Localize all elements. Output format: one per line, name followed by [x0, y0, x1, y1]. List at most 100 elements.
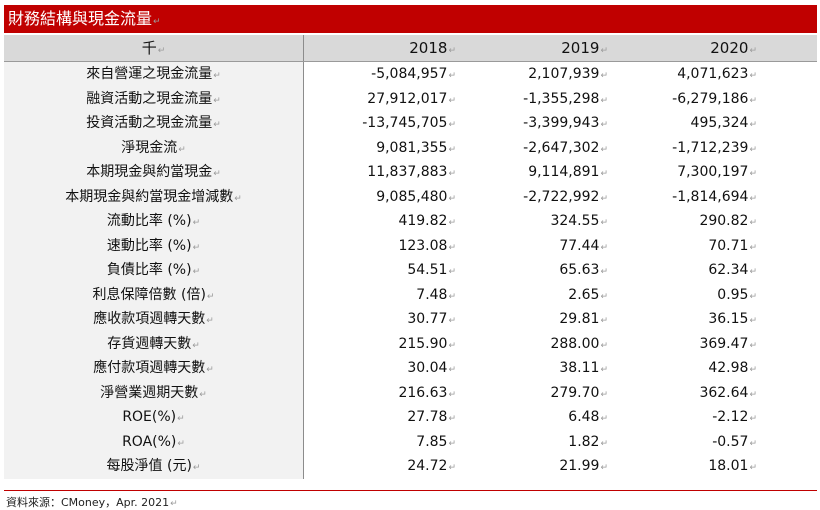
paragraph-mark-icon: ↵ [749, 95, 757, 106]
row-label: 淨現金流↵ [4, 135, 304, 160]
paragraph-mark-icon: ↵ [177, 438, 185, 449]
value-2019: -3,399,943↵ [523, 115, 608, 131]
value-2019: 324.55↵ [550, 213, 608, 229]
value-2018: 7.85↵ [416, 433, 456, 450]
paragraph-mark-icon: ↵ [448, 291, 456, 302]
value-2018: -5,084,957↵ [371, 66, 456, 82]
paragraph-mark-icon: ↵ [749, 463, 757, 473]
source-note: 資料來源：CMoney，Apr. 2021↵ [6, 496, 178, 509]
value-2020: 4,071,623↵ [677, 66, 757, 82]
paragraph-mark-icon: ↵ [192, 218, 201, 228]
value-2020: 70.71↵ [708, 237, 757, 254]
row-label: ROE(%)↵ [4, 405, 304, 430]
header-2018: 2018↵ [409, 39, 456, 57]
paragraph-mark-icon: ↵ [600, 71, 608, 81]
paragraph-mark-icon: ↵ [749, 267, 757, 277]
paragraph-mark-icon: ↵ [749, 193, 757, 204]
paragraph-mark-icon: ↵ [157, 46, 166, 56]
paragraph-mark-icon: ↵ [213, 120, 221, 130]
paragraph-mark-icon: ↵ [448, 316, 456, 326]
value-2018: 7.48↵ [416, 286, 456, 303]
value-2019: 21.99↵ [559, 458, 608, 474]
row-label: 應付款項週轉天數↵ [4, 356, 304, 381]
table-row: 融資活動之現金流量↵ 27,912,017↵ -1,355,298↵ -6,279,1… [4, 86, 817, 111]
paragraph-mark-icon: ↵ [192, 340, 200, 351]
value-2018: 9,081,355↵ [376, 139, 456, 156]
row-label: 利息保障倍數 (倍)↵ [4, 282, 304, 307]
paragraph-mark-icon: ↵ [448, 46, 456, 56]
paragraph-mark-icon: ↵ [749, 169, 757, 179]
paragraph-mark-icon: ↵ [192, 242, 201, 253]
paragraph-mark-icon: ↵ [192, 267, 201, 277]
value-2020: 0.95↵ [717, 286, 757, 303]
paragraph-mark-icon: ↵ [153, 17, 161, 27]
value-2019: 29.81↵ [559, 311, 608, 327]
paragraph-mark-icon: ↵ [600, 193, 608, 204]
row-label: 負債比率 (%)↵ [4, 258, 304, 283]
paragraph-mark-icon: ↵ [448, 169, 456, 179]
header-2020: 2020↵ [710, 39, 757, 57]
paragraph-mark-icon: ↵ [600, 438, 608, 449]
table-row: 本期現金與約當現金增減數↵ 9,085,480↵ -2,722,992↵ -1,814… [4, 184, 817, 209]
value-2019: 279.70↵ [550, 384, 608, 401]
table-row: 應付款項週轉天數↵ 30.04↵ 38.11↵ 42.98↵ [4, 356, 817, 381]
row-label: 本期現金與約當現金↵ [4, 160, 304, 185]
row-label: 速動比率 (%)↵ [4, 233, 304, 258]
value-2018: 27,912,017↵ [367, 90, 456, 107]
paragraph-mark-icon: ↵ [448, 95, 456, 106]
row-label: 每股淨值 (元)↵ [4, 454, 304, 479]
header-2019: 2019↵ [561, 39, 608, 57]
row-label: 投資活動之現金流量↵ [4, 111, 304, 136]
paragraph-mark-icon: ↵ [448, 242, 456, 253]
value-2019: 6.48↵ [568, 409, 608, 425]
table-row: 利息保障倍數 (倍)↵ 7.48↵ 2.65↵ 0.95↵ [4, 282, 817, 307]
table-row: ROE(%)↵ 27.78↵ 6.48↵ -2.12↵ [4, 405, 817, 430]
value-2019: 288.00↵ [550, 335, 608, 352]
value-2018: -13,745,705↵ [362, 115, 456, 131]
table-title: 財務結構與現金流量↵ [4, 5, 817, 33]
table-row: 應收款項週轉天數↵ 30.77↵ 29.81↵ 36.15↵ [4, 307, 817, 332]
row-label: 應收款項週轉天數↵ [4, 307, 304, 332]
value-2018: 30.77↵ [407, 311, 456, 327]
paragraph-mark-icon: ↵ [600, 169, 608, 179]
value-2018: 419.82↵ [398, 213, 456, 229]
table-row: 負債比率 (%)↵ 54.51↵ 65.63↵ 62.34↵ [4, 258, 817, 283]
paragraph-mark-icon: ↵ [600, 291, 608, 302]
value-2018: 123.08↵ [398, 237, 456, 254]
value-2019: -2,722,992↵ [523, 188, 608, 205]
table-body: 來自營運之現金流量↵ -5,084,957↵ 2,107,939↵ 4,071,623… [4, 62, 817, 479]
paragraph-mark-icon: ↵ [749, 340, 757, 351]
value-2020: 369.47↵ [699, 335, 757, 352]
value-2018: 9,085,480↵ [376, 188, 456, 205]
value-2020: 7,300,197↵ [677, 164, 757, 180]
table-row: 來自營運之現金流量↵ -5,084,957↵ 2,107,939↵ 4,071,623… [4, 62, 817, 87]
value-2019: 2.65↵ [568, 286, 608, 303]
value-2019: -2,647,302↵ [523, 139, 608, 156]
row-label: 流動比率 (%)↵ [4, 209, 304, 234]
header-unit: 千↵ [4, 35, 304, 61]
paragraph-mark-icon: ↵ [749, 365, 757, 375]
value-2020: 18.01↵ [708, 458, 757, 474]
paragraph-mark-icon: ↵ [749, 71, 757, 81]
value-2018: 215.90↵ [398, 335, 456, 352]
paragraph-mark-icon: ↵ [600, 340, 608, 351]
row-label: 存貨週轉天數↵ [4, 331, 304, 356]
paragraph-mark-icon: ↵ [749, 144, 757, 155]
paragraph-mark-icon: ↵ [600, 46, 608, 56]
paragraph-mark-icon: ↵ [749, 46, 757, 56]
value-2020: 362.64↵ [699, 384, 757, 401]
table-row: 流動比率 (%)↵ 419.82↵ 324.55↵ 290.82↵ [4, 209, 817, 234]
paragraph-mark-icon: ↵ [448, 463, 456, 473]
value-2018: 11,837,883↵ [367, 164, 456, 180]
paragraph-mark-icon: ↵ [192, 463, 201, 473]
paragraph-mark-icon: ↵ [749, 389, 757, 400]
value-2019: 1.82↵ [568, 433, 608, 450]
paragraph-mark-icon: ↵ [600, 267, 608, 277]
row-label: 融資活動之現金流量↵ [4, 86, 304, 111]
row-label: 來自營運之現金流量↵ [4, 62, 304, 87]
paragraph-mark-icon: ↵ [170, 499, 178, 509]
table-row: 本期現金與約當現金↵ 11,837,883↵ 9,114,891↵ 7,300,197… [4, 160, 817, 185]
value-2018: 54.51↵ [407, 262, 456, 278]
paragraph-mark-icon: ↵ [749, 120, 757, 130]
paragraph-mark-icon: ↵ [448, 193, 456, 204]
